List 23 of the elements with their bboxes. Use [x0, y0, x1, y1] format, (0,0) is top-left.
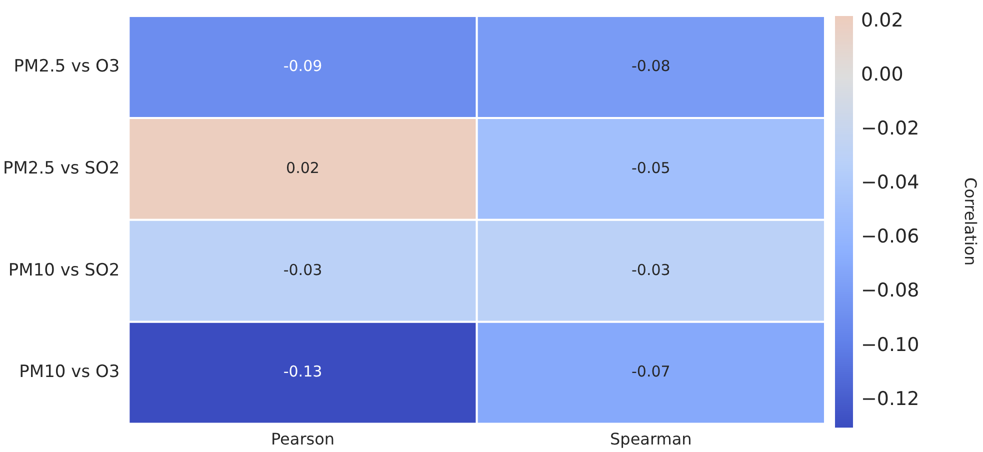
color-bar-label: 0.00: [861, 63, 904, 86]
data-label: 0.02: [286, 158, 320, 177]
data-label: -0.07: [632, 362, 670, 381]
data-label: -0.13: [283, 362, 322, 381]
data-label: -0.08: [632, 56, 670, 75]
data-label: -0.03: [283, 260, 322, 279]
y-tick-label: PM10 vs O3: [19, 362, 120, 382]
y-tick-label: PM10 vs SO2: [8, 260, 120, 280]
y-tick-label: PM2.5 vs O3: [14, 56, 120, 76]
x-tick-label: Spearman: [610, 430, 692, 449]
color-bar-label: −0.02: [861, 118, 920, 140]
color-bar-label: −0.06: [861, 226, 920, 248]
color-bar-label: −0.10: [861, 334, 920, 356]
color-bar-label: −0.04: [861, 172, 920, 194]
color-bar-label: −0.08: [861, 280, 920, 302]
x-tick-label: Pearson: [270, 430, 335, 449]
data-label: -0.09: [283, 56, 322, 75]
color-bar-title: Correlation: [961, 177, 980, 266]
data-label: -0.03: [632, 260, 670, 279]
color-bar-label: −0.12: [861, 388, 920, 410]
data-label: -0.05: [632, 158, 670, 177]
color-bar-label: 0.02: [861, 9, 904, 32]
y-tick-label: PM2.5 vs SO2: [2, 158, 120, 178]
